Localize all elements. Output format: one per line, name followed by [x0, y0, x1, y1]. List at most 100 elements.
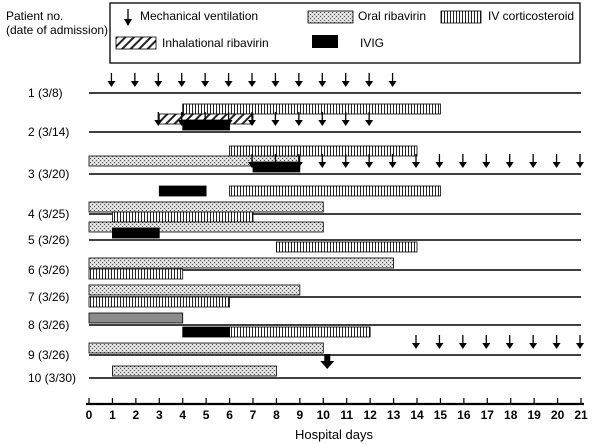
- legend-swatch-oral: [307, 10, 354, 24]
- x-tick-label: 14: [410, 408, 424, 422]
- x-tick-label: 4: [179, 408, 186, 422]
- patient-label: 10 (3/30): [28, 371, 76, 385]
- legend-item-iv: IV corticosteroid: [440, 9, 574, 24]
- x-tick-label: 9: [297, 408, 304, 422]
- x-tick-label: 15: [434, 408, 448, 422]
- y-axis-title-line-2: (date of admission): [6, 23, 108, 37]
- treatment-bar-iv: [182, 103, 441, 115]
- patient-label: 5 (3/26): [28, 233, 69, 247]
- x-tick-label: 0: [86, 408, 93, 422]
- treatment-bar-solid_gray: [88, 312, 184, 324]
- x-tick-label: 10: [317, 408, 331, 422]
- x-tick-label: 5: [203, 408, 210, 422]
- treatment-bar-iv: [88, 296, 230, 308]
- x-tick-label: 11: [340, 408, 353, 422]
- patient-row: 10 (3/30): [28, 365, 581, 385]
- ventilation-arrow: [435, 335, 444, 349]
- treatment-bar-iv: [229, 326, 371, 338]
- treatment-bar-ivig: [182, 326, 230, 338]
- ventilation-arrow: [294, 73, 303, 87]
- ventilation-arrow: [271, 112, 280, 126]
- ventilation-arrow: [576, 154, 584, 168]
- ventilation-arrow: [248, 154, 256, 168]
- patient-row: 3 (3/20): [28, 145, 584, 181]
- legend-item-ivig: IVIG: [312, 35, 384, 50]
- ventilation-arrow: [435, 154, 444, 168]
- ventilation-arrow: [412, 335, 420, 349]
- x-tick-label: 17: [481, 408, 495, 422]
- ventilation-arrow: [365, 154, 374, 168]
- treatment-bar-ivig: [112, 227, 160, 239]
- ventilation-arrow: [529, 335, 538, 349]
- x-axis-title: Hospital days: [295, 427, 374, 442]
- ventilation-arrow: [130, 73, 139, 87]
- treatment-bar-oral: [112, 365, 277, 377]
- patient-label: 1 (3/8): [28, 86, 63, 100]
- patient-label: 2 (3/14): [28, 125, 69, 139]
- x-tick-label: 21: [574, 408, 588, 422]
- patient-label: 3 (3/20): [28, 167, 69, 181]
- legend-item-oral: Oral ribavirin: [307, 9, 426, 24]
- ventilation-arrow: [552, 154, 561, 168]
- legend-item-inh: Inhalational ribavirin: [115, 36, 269, 50]
- legend-label-ventilation: Mechanical ventilation: [140, 9, 258, 23]
- ventilation-arrow: [552, 335, 561, 349]
- legend-label-ivig: IVIG: [360, 36, 384, 50]
- ventilation-arrow: [341, 112, 350, 126]
- ventilation-arrow: [529, 154, 538, 168]
- ventilation-arrow: [482, 154, 491, 168]
- x-tick-label: 1: [109, 408, 116, 422]
- treatment-bar-iv: [88, 268, 184, 280]
- treatment-bar-oral: [88, 342, 324, 354]
- ventilation-arrow: [201, 112, 210, 126]
- x-tick-label: 7: [250, 408, 257, 422]
- treatment-bar-oral: [88, 284, 301, 296]
- x-tick-label: 13: [387, 408, 401, 422]
- patient-row: 1 (3/8): [28, 73, 581, 100]
- x-tick-label: 6: [226, 408, 233, 422]
- patient-row: 2 (3/14): [28, 103, 581, 139]
- ventilation-arrow: [201, 73, 210, 87]
- x-tick-label: 2: [133, 408, 140, 422]
- legend-label-oral: Oral ribavirin: [358, 9, 426, 23]
- treatment-bar-ivig: [158, 185, 207, 197]
- treatment-bar-oral: [88, 257, 394, 269]
- x-tick-label: 8: [273, 408, 280, 422]
- ventilation-arrow: [341, 73, 350, 87]
- legend-swatch-iv: [440, 10, 482, 24]
- patient-row: 9 (3/26): [28, 326, 584, 369]
- ventilation-arrow: [341, 154, 350, 168]
- ventilation-arrow: [458, 154, 467, 168]
- ventilation-arrow: [107, 73, 116, 87]
- x-tick-label: 12: [363, 408, 377, 422]
- legend-swatch-ivig: [312, 35, 338, 48]
- ventilation-arrow: [177, 112, 186, 126]
- y-axis-title-line-1: Patient no.: [6, 9, 63, 23]
- ventilation-arrow: [505, 335, 514, 349]
- ventilation-arrow: [294, 154, 303, 168]
- down-arrow-icon: [124, 19, 132, 26]
- legend-label-inh: Inhalational ribavirin: [162, 36, 269, 50]
- ventilation-arrow: [388, 154, 397, 168]
- patient-label: 4 (3/25): [28, 207, 69, 221]
- treatment-bar-iv: [276, 241, 418, 253]
- ventilation-arrow: [154, 73, 163, 87]
- ventilation-arrow: [365, 73, 374, 87]
- treatment-bar-iv: [229, 145, 418, 157]
- ventilation-arrow: [318, 112, 327, 126]
- ventilation-arrow: [365, 112, 374, 126]
- patient-row: 5 (3/26): [28, 211, 581, 247]
- ventilation-arrow: [294, 112, 303, 126]
- ventilation-arrow: [177, 73, 186, 87]
- patient-rows: 1 (3/8) 2 (3/14) 3 (3/20) 4 (3/25) 5 (3/26) 6…: [28, 73, 584, 385]
- treatment-bar-iv: [229, 185, 441, 197]
- ventilation-arrow: [458, 335, 467, 349]
- ventilation-arrow: [388, 73, 397, 87]
- ventilation-arrow: [318, 73, 327, 87]
- ventilation-arrow: [154, 112, 163, 126]
- x-tick-label: 20: [551, 408, 565, 422]
- legend-item-ventilation: Mechanical ventilation: [124, 9, 258, 26]
- ventilation-arrow: [271, 154, 280, 168]
- x-tick-label: 18: [504, 408, 518, 422]
